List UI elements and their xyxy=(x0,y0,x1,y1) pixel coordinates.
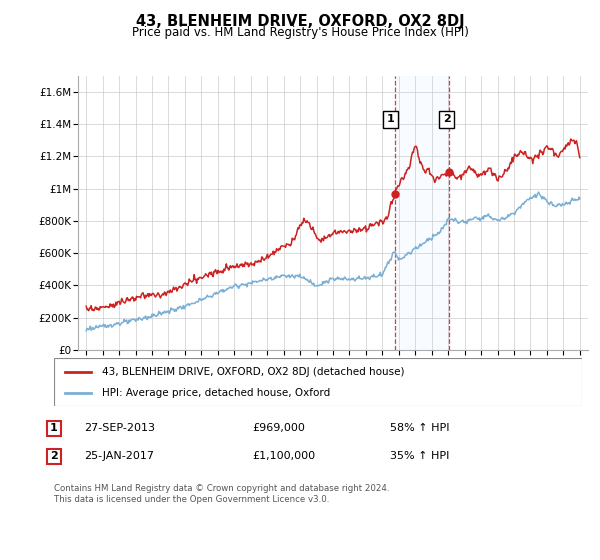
Bar xyxy=(395,76,449,350)
Text: Contains HM Land Registry data © Crown copyright and database right 2024.
This d: Contains HM Land Registry data © Crown c… xyxy=(54,484,389,504)
Text: 25-JAN-2017: 25-JAN-2017 xyxy=(84,451,154,461)
Text: 35% ↑ HPI: 35% ↑ HPI xyxy=(390,451,449,461)
Text: Price paid vs. HM Land Registry's House Price Index (HPI): Price paid vs. HM Land Registry's House … xyxy=(131,26,469,39)
Text: £1,100,000: £1,100,000 xyxy=(252,451,315,461)
Text: 58% ↑ HPI: 58% ↑ HPI xyxy=(390,423,449,433)
Text: HPI: Average price, detached house, Oxford: HPI: Average price, detached house, Oxfo… xyxy=(101,388,330,398)
Text: 1: 1 xyxy=(50,423,58,433)
Text: 1: 1 xyxy=(387,114,394,124)
Text: 2: 2 xyxy=(443,114,451,124)
Text: 27-SEP-2013: 27-SEP-2013 xyxy=(84,423,155,433)
Text: 43, BLENHEIM DRIVE, OXFORD, OX2 8DJ (detached house): 43, BLENHEIM DRIVE, OXFORD, OX2 8DJ (det… xyxy=(101,367,404,377)
Text: £969,000: £969,000 xyxy=(252,423,305,433)
Text: 43, BLENHEIM DRIVE, OXFORD, OX2 8DJ: 43, BLENHEIM DRIVE, OXFORD, OX2 8DJ xyxy=(136,14,464,29)
Text: 2: 2 xyxy=(50,451,58,461)
